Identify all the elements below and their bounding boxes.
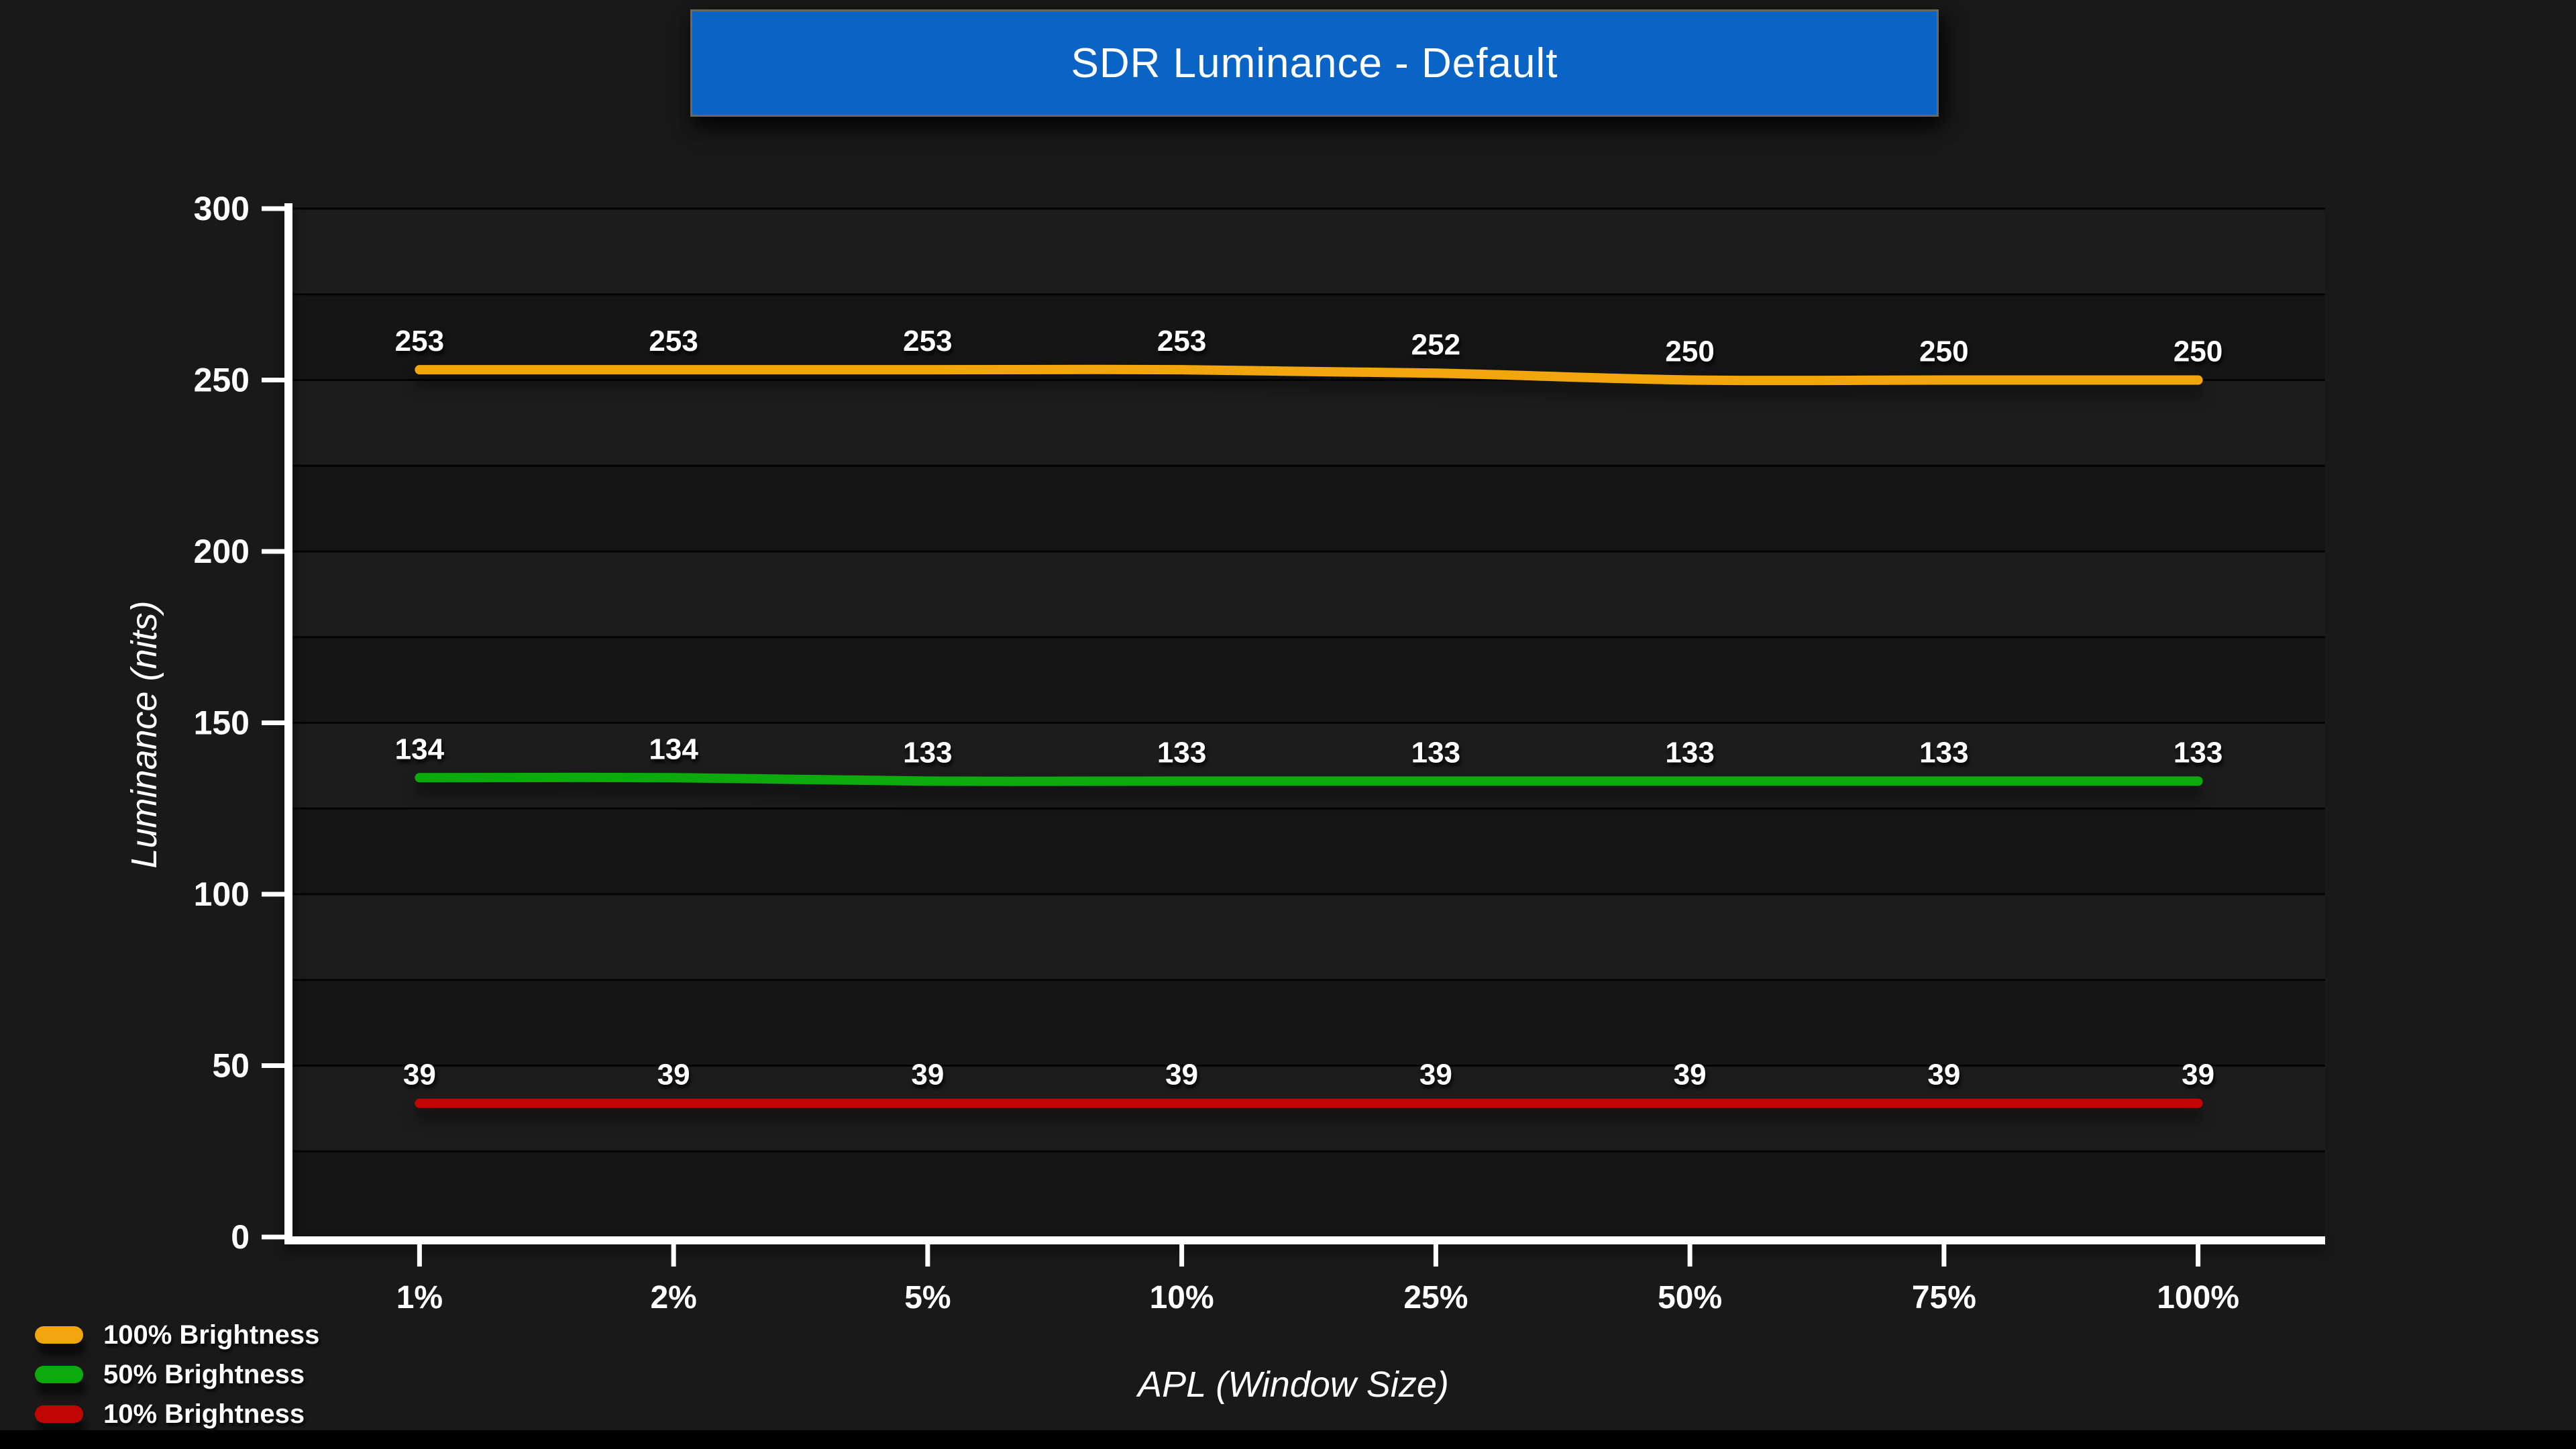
data-label: 133 [1919,736,1968,769]
plot-band [292,808,2325,894]
data-label: 253 [1157,325,1206,358]
y-tick-label: 0 [231,1218,250,1256]
legend-item: 10% Brightness [35,1399,319,1429]
y-tick-label: 300 [194,190,250,227]
data-label: 250 [1665,335,1714,368]
x-tick-label: 2% [650,1280,696,1316]
plot-band [292,466,2325,551]
series-line-100-brightness [415,364,2203,386]
data-label: 39 [911,1059,944,1091]
data-label: 39 [1419,1059,1452,1091]
data-label: 133 [903,736,952,769]
gridlines [292,207,2325,1152]
plot-band [292,380,2325,466]
data-labels-50-brightness: 134 134 133 133 133 133 133 133 [395,733,2223,769]
x-axis-ticks: 1% 2% 5% 10% 25% 50% 75% 100% [396,1244,2239,1316]
legend-item: 100% Brightness [35,1320,319,1350]
bottom-letterbox-bar [0,1430,2576,1449]
data-label: 133 [1665,736,1714,769]
x-tick-label: 10% [1150,1280,1214,1316]
plot-band [292,894,2325,980]
x-tick-label: 50% [1658,1280,1722,1316]
plot-band [292,637,2325,723]
y-axis-title: Luminance (nits) [124,600,164,869]
x-axis-title: APL (Window Size) [1138,1364,1449,1405]
legend-swatch-50-brightness [35,1366,83,1383]
y-tick-label: 200 [194,533,250,570]
plot-band [292,209,2325,294]
chart-title: SDR Luminance - Default [1071,40,1558,87]
legend-label: 50% Brightness [103,1359,305,1389]
legend-label: 100% Brightness [103,1320,320,1350]
y-tick-label: 150 [194,704,250,742]
data-label: 39 [1927,1059,1960,1091]
y-tick-label: 100 [194,875,250,913]
x-tick-label: 1% [396,1280,443,1316]
y-tick-label: 50 [212,1047,250,1085]
legend: 100% Brightness 50% Brightness 10% Brightn… [35,1320,319,1429]
x-tick-label: 100% [2157,1280,2239,1316]
data-label: 133 [1157,736,1206,769]
plot-band [292,1065,2325,1152]
data-label: 253 [903,325,952,358]
data-label: 39 [403,1059,436,1091]
legend-label: 10% Brightness [103,1399,305,1429]
y-axis-ticks: 0 50 100 150 200 250 300 [194,190,284,1256]
legend-swatch-10-brightness [35,1405,83,1423]
data-label: 133 [1411,736,1460,769]
data-label: 39 [2182,1059,2214,1091]
series-line-50-brightness [415,772,2203,786]
x-tick-label: 5% [904,1280,951,1316]
chart-title-banner: SDR Luminance - Default [690,9,1939,117]
plot-band [292,1151,2325,1237]
data-labels-10-brightness: 39 39 39 39 39 39 39 39 [403,1059,2214,1091]
legend-swatch-100-brightness [35,1326,83,1344]
data-label: 39 [1165,1059,1198,1091]
x-tick-label: 25% [1403,1280,1468,1316]
plot-band [292,979,2325,1066]
axes [284,203,2325,1244]
data-label: 250 [2174,335,2222,368]
data-labels-100-brightness: 253 253 253 253 252 250 250 250 [395,325,2223,368]
data-label: 252 [1411,328,1460,361]
data-label: 39 [657,1059,690,1091]
data-label: 134 [649,733,698,765]
data-label: 134 [395,733,445,765]
data-label: 253 [395,325,444,358]
plot-band [292,722,2325,809]
data-label: 250 [1919,335,1968,368]
x-tick-label: 75% [1912,1280,1976,1316]
data-label: 39 [1674,1059,1707,1091]
legend-item: 50% Brightness [35,1360,319,1389]
y-tick-label: 250 [194,362,250,399]
data-label: 133 [2174,736,2222,769]
data-label: 253 [649,325,698,358]
plot-band [292,551,2325,637]
